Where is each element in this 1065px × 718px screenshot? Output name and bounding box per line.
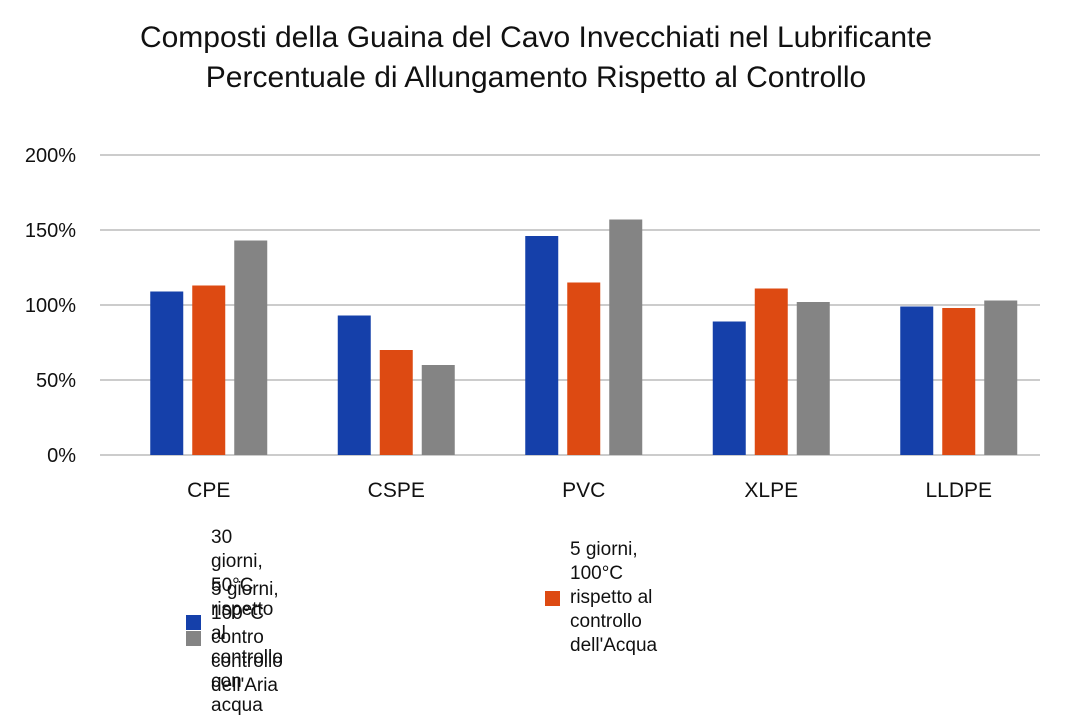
bar-lldpe-series-1 (900, 306, 934, 455)
bar-cpe-series-3 (234, 240, 268, 455)
bar-pvc-series-2 (567, 282, 601, 455)
x-category-label-lldpe: LLDPE (925, 479, 992, 502)
bar-cspe-series-2 (379, 350, 413, 455)
legend-label-series-3: 5 giorni, 100°C contro controllo dell'Ar… (211, 579, 283, 696)
x-category-label-xlpe: XLPE (744, 479, 798, 502)
legend-item-series-3: 5 giorni, 100°C contro controllo dell'Ar… (186, 578, 283, 698)
x-category-label-cpe: CPE (187, 479, 230, 502)
y-tick-label: 50% (36, 370, 76, 392)
x-category-label-pvc: PVC (562, 479, 605, 502)
x-axis-category-labels: CPE CSPE PVC XLPE LLDPE (187, 479, 992, 502)
legend-label-series-2: 5 giorni, 100°C rispetto al controllo de… (570, 539, 658, 656)
bar-lldpe-series-2 (942, 308, 976, 455)
bar-lldpe-series-3 (984, 300, 1018, 455)
bar-xlpe-series-3 (796, 302, 830, 455)
bar-pvc-series-3 (609, 219, 643, 455)
bar-cpe-series-1 (150, 291, 184, 455)
y-tick-label: 200% (25, 145, 76, 167)
bar-xlpe-series-1 (712, 321, 746, 455)
bar-xlpe-series-2 (754, 288, 788, 455)
bar-cspe-series-1 (337, 315, 371, 455)
bar-pvc-series-1 (525, 236, 559, 455)
y-axis-tick-labels: 0% 50% 100% 150% 200% (25, 145, 76, 467)
chart-title: Composti della Guaina del Cavo Invecchia… (140, 21, 932, 54)
legend-item-series-2: 5 giorni, 100°C rispetto al controllo de… (545, 538, 657, 658)
x-category-label-cspe: CSPE (368, 479, 425, 502)
bar-cpe-series-2 (192, 285, 226, 455)
legend-swatch-series-1 (186, 614, 201, 630)
chart-subtitle: Percentuale di Allungamento Rispetto al … (206, 61, 866, 94)
y-tick-label: 100% (25, 295, 76, 317)
y-tick-label: 0% (47, 445, 76, 467)
y-tick-label: 150% (25, 220, 76, 242)
bar-cspe-series-3 (421, 365, 455, 455)
bar-chart: Composti della Guaina del Cavo Invecchia… (25, 21, 1040, 502)
bars (150, 219, 1018, 455)
legend-swatch-series-2 (545, 590, 560, 606)
